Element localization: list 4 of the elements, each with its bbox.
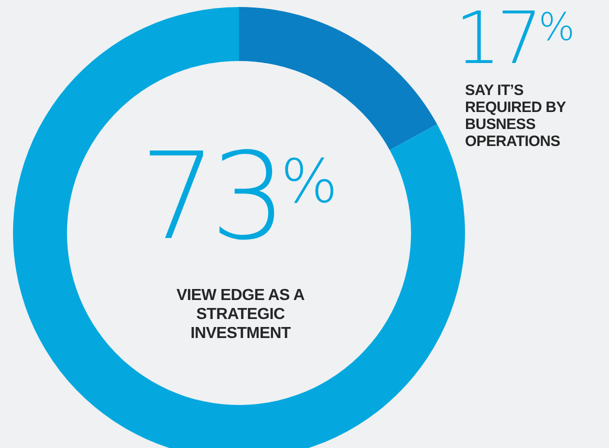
text: 73% — [140, 128, 338, 267]
text: VIEW EDGE AS A STRATEGIC INVESTMENT — [176, 286, 306, 343]
data-label: 17% — [455, 0, 575, 80]
slice-label: SAY IT’S REQUIRED BY BUSNESS OPERATIONS — [465, 82, 567, 150]
